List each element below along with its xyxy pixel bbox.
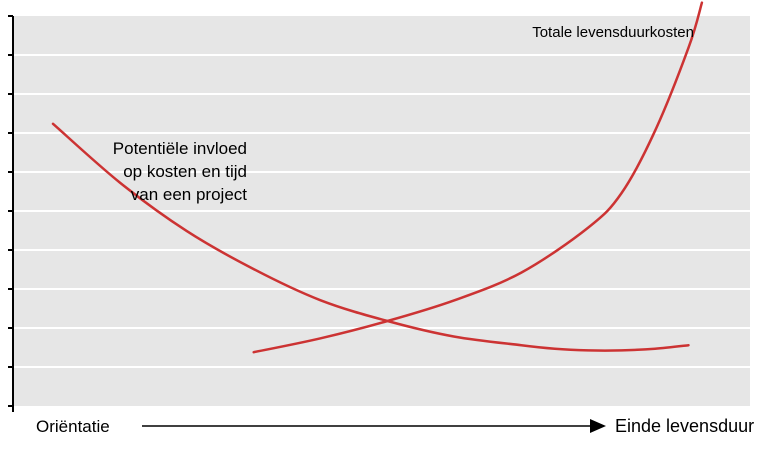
lifecycle-cost-curve <box>252 1 704 354</box>
x-axis: Oriëntatie Einde levensduur <box>36 416 754 436</box>
gridlines <box>13 54 750 368</box>
curves <box>51 1 704 354</box>
influence-label-line: op kosten en tijd <box>123 162 247 181</box>
series-labels: Potentiële invloed op kosten en tijd van e… <box>113 24 694 204</box>
influence-label-line: Potentiële invloed <box>113 139 247 158</box>
x-axis-end-label: Einde levensduur <box>615 416 754 436</box>
influence-label-line: van een project <box>131 185 248 204</box>
x-axis-arrowhead <box>590 419 606 433</box>
influence-curve <box>51 122 690 352</box>
x-axis-start-label: Oriëntatie <box>36 417 110 436</box>
lifecycle-cost-label: Totale levensduurkosten <box>532 24 694 41</box>
